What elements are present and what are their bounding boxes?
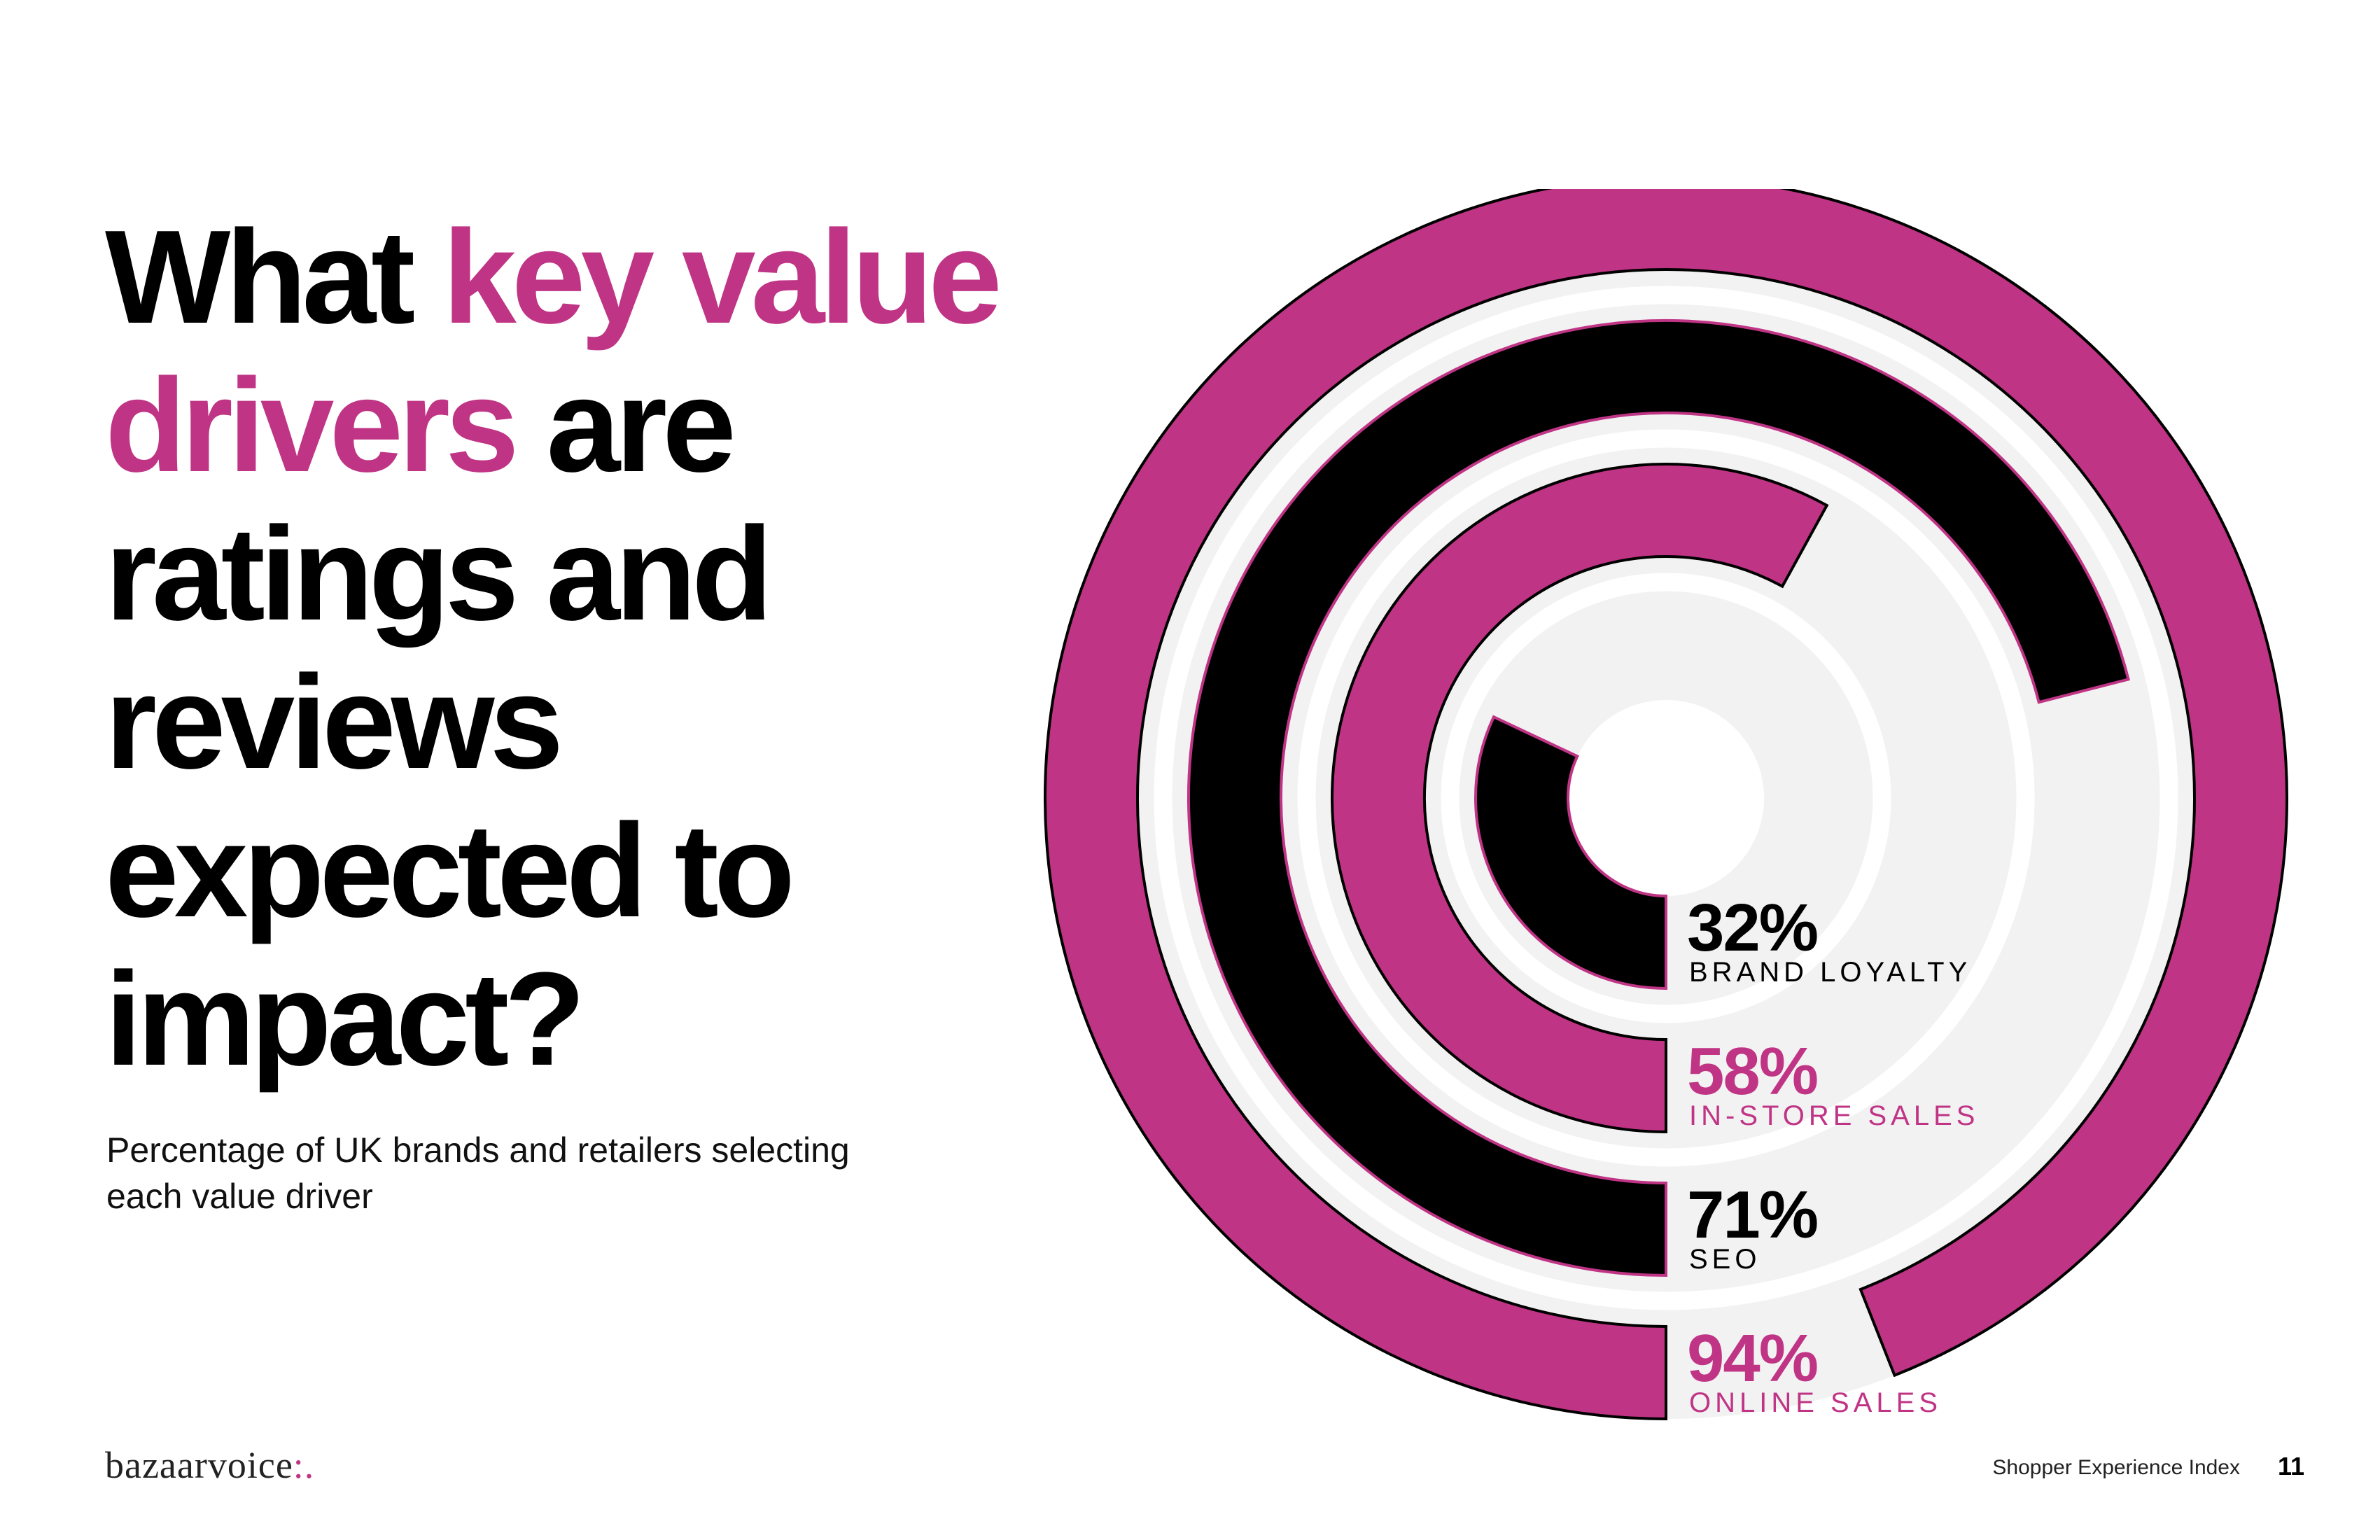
series-label-online-sales: ONLINE SALES [1689,1387,1942,1418]
value-label-brand-loyalty: 32% [1687,890,1817,965]
ring-gap-3 [1154,286,2178,1310]
headline-part-1: What [105,203,443,351]
value-label-online-sales: 94% [1687,1321,1817,1396]
page-number: 11 [2277,1452,2304,1480]
ring-gap-1 [1441,573,1891,1023]
bar-brand-loyalty [1474,715,1667,990]
logo-wordmark: bazaarvoice [105,1444,293,1486]
ring-gap-2 [1297,429,2035,1167]
series-label-seo: SEO [1689,1244,1760,1275]
report-title: Shopper Experience Index [1992,1456,2240,1479]
series-label-in-store-sales: IN-STORE SALES [1689,1100,1979,1131]
headline-part-2: are ratings and reviews expected to impa… [105,351,795,1093]
series-label-brand-loyalty: BRAND LOYALTY [1689,957,1971,988]
radial-chart-svg: 32%BRAND LOYALTY 58%IN-STORE SALES 71%SEO 9… [1044,189,2288,1421]
bazaarvoice-logo: bazaarvoice:. [105,1443,314,1487]
bar-seo [1187,319,2131,1278]
headline-accent: key value drivers [105,203,1002,500]
bar-in-store-sales [1331,463,1829,1134]
radial-chart: 32% BRAND LOYALTY 58% IN-STORE SALES 71% SEO 9… [1043,189,2289,1435]
subtitle: Percentage of UK brands and retailers se… [106,1130,850,1216]
headline: What key value drivers are ratings and r… [105,203,1071,1093]
value-label-in-store-sales: 58% [1687,1034,1817,1109]
title-block: What key value drivers are ratings and r… [105,203,1071,1093]
logo-mark: :. [293,1444,315,1486]
bar-online-sales [1044,189,2288,1421]
value-label-seo: 71% [1687,1177,1817,1252]
